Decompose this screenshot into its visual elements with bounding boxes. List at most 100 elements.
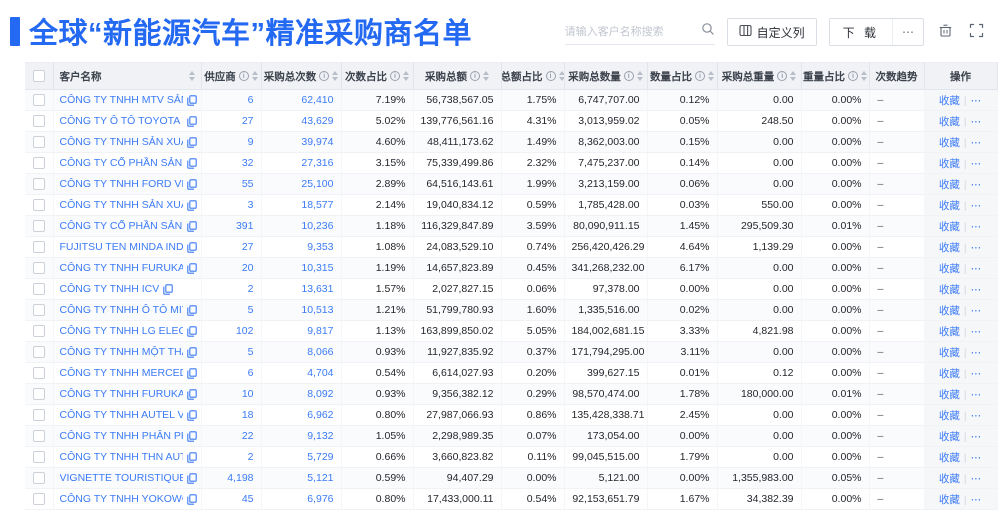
supplier-cell[interactable]: 9 [201, 131, 262, 153]
row-more-button[interactable]: ⋯ [970, 472, 983, 485]
copy-icon[interactable] [186, 388, 197, 400]
row-more-button[interactable]: ⋯ [970, 283, 983, 296]
total_count-cell[interactable]: 4,704 [261, 362, 342, 384]
supplier-cell[interactable]: 20 [201, 257, 262, 279]
customer-name-link[interactable]: CÔNG TY TNHH MTV SẢN XUẤ... [59, 94, 183, 106]
row-checkbox[interactable] [32, 241, 45, 254]
column-header-count_pct[interactable]: 次数占比 i [341, 62, 414, 90]
row-more-button[interactable]: ⋯ [970, 430, 983, 443]
total_count-cell[interactable]: 6,976 [261, 488, 342, 510]
copy-icon[interactable] [186, 115, 197, 127]
customer-name-link[interactable]: CÔNG TY CỔ PHẦN SẢN XUẤT... [59, 157, 183, 169]
total_count-cell[interactable]: 8,066 [261, 341, 342, 363]
download-button[interactable]: 下 载 [829, 19, 892, 45]
total_count-cell[interactable]: 10,236 [261, 215, 342, 237]
copy-icon[interactable] [186, 178, 197, 190]
info-icon[interactable]: i [545, 71, 556, 81]
info-icon[interactable]: i [623, 71, 634, 81]
column-header-total_qty[interactable]: 采购总数量 i [564, 62, 648, 90]
customer-name-link[interactable]: CÔNG TY TNHH FURUKAWA A... [59, 388, 183, 400]
total_count-cell[interactable]: 27,316 [261, 152, 342, 174]
favorite-link[interactable]: 收藏 [938, 136, 960, 149]
row-checkbox[interactable] [32, 283, 45, 296]
total_count-cell[interactable]: 10,315 [261, 257, 342, 279]
row-more-button[interactable]: ⋯ [970, 94, 983, 107]
row-checkbox[interactable] [32, 262, 45, 275]
copy-icon[interactable] [186, 304, 197, 316]
supplier-cell[interactable]: 10 [201, 383, 262, 405]
row-checkbox[interactable] [32, 451, 45, 464]
row-checkbox[interactable] [32, 409, 45, 422]
copy-icon[interactable] [186, 430, 197, 442]
total_count-cell[interactable]: 9,132 [261, 425, 342, 447]
favorite-link[interactable]: 收藏 [938, 472, 960, 485]
column-header-total_amount[interactable]: 采购总额 i [413, 62, 502, 90]
customer-name-link[interactable]: CÔNG TY Ô TÔ TOYOTA VIỆT ... [59, 115, 183, 127]
copy-icon[interactable] [186, 241, 197, 253]
row-checkbox[interactable] [32, 472, 45, 485]
total_count-cell[interactable]: 18,577 [261, 194, 342, 216]
copy-icon[interactable] [186, 325, 197, 337]
favorite-link[interactable]: 收藏 [938, 94, 960, 107]
supplier-cell[interactable]: 3 [201, 194, 262, 216]
row-checkbox[interactable] [32, 157, 45, 170]
favorite-link[interactable]: 收藏 [938, 220, 960, 233]
row-checkbox[interactable] [32, 493, 45, 506]
favorite-link[interactable]: 收藏 [938, 409, 960, 422]
column-header-total_count[interactable]: 采购总次数 i [261, 62, 342, 90]
info-icon[interactable]: i [390, 71, 400, 81]
favorite-link[interactable]: 收藏 [938, 304, 960, 317]
info-icon[interactable]: i [848, 71, 858, 81]
favorite-link[interactable]: 收藏 [938, 241, 960, 254]
copy-icon[interactable] [186, 262, 197, 274]
row-more-button[interactable]: ⋯ [970, 115, 983, 128]
row-checkbox[interactable] [32, 388, 45, 401]
sort-icon[interactable] [790, 71, 797, 81]
copy-icon[interactable] [186, 220, 197, 232]
row-checkbox[interactable] [32, 346, 45, 359]
supplier-cell[interactable]: 4,198 [201, 467, 262, 489]
column-header-amount_pct[interactable]: 总额占比 i [501, 62, 565, 90]
supplier-cell[interactable]: 27 [201, 110, 262, 132]
customer-name-link[interactable]: CÔNG TY TNHH YOKOWO VIỆT... [59, 493, 183, 505]
sort-icon[interactable] [403, 71, 409, 81]
favorite-link[interactable]: 收藏 [938, 199, 960, 212]
supplier-cell[interactable]: 391 [201, 215, 262, 237]
row-more-button[interactable]: ⋯ [970, 451, 983, 464]
info-icon[interactable]: i [695, 71, 705, 81]
row-more-button[interactable]: ⋯ [970, 367, 983, 380]
row-more-button[interactable]: ⋯ [970, 346, 983, 359]
customer-name-link[interactable]: CÔNG TY TNHH MỘT THÀNH V... [59, 346, 183, 358]
favorite-link[interactable]: 收藏 [938, 262, 960, 275]
info-icon[interactable]: i [777, 71, 788, 81]
total_count-cell[interactable]: 9,353 [261, 236, 342, 258]
column-header-name[interactable]: 客户名称 [53, 62, 202, 90]
row-more-button[interactable]: ⋯ [970, 199, 983, 212]
row-more-button[interactable]: ⋯ [970, 136, 983, 149]
row-more-button[interactable]: ⋯ [970, 409, 983, 422]
total_count-cell[interactable]: 25,100 [261, 173, 342, 195]
column-header-weight_pct[interactable]: 重量占比 i [801, 62, 870, 90]
info-icon[interactable]: i [470, 71, 480, 81]
favorite-link[interactable]: 收藏 [938, 178, 960, 191]
copy-icon[interactable] [186, 346, 197, 358]
total_count-cell[interactable]: 9,817 [261, 320, 342, 342]
favorite-link[interactable]: 收藏 [938, 325, 960, 338]
customer-name-link[interactable]: CÔNG TY TNHH FURUKAWA A... [59, 262, 183, 274]
customer-name-link[interactable]: CÔNG TY TNHH LG ELECTRON... [59, 325, 183, 337]
supplier-cell[interactable]: 45 [201, 488, 262, 510]
row-more-button[interactable]: ⋯ [970, 220, 983, 233]
row-more-button[interactable]: ⋯ [970, 304, 983, 317]
row-more-button[interactable]: ⋯ [970, 178, 983, 191]
column-header-qty_pct[interactable]: 数量占比 i [647, 62, 718, 90]
customer-name-link[interactable]: CÔNG TY TNHH THN AUTOPAR... [59, 451, 183, 463]
row-checkbox[interactable] [32, 115, 45, 128]
row-more-button[interactable]: ⋯ [970, 493, 983, 506]
supplier-cell[interactable]: 102 [201, 320, 262, 342]
favorite-link[interactable]: 收藏 [938, 451, 960, 464]
sort-icon[interactable] [861, 71, 867, 81]
total_count-cell[interactable]: 43,629 [261, 110, 342, 132]
favorite-link[interactable]: 收藏 [938, 367, 960, 380]
favorite-link[interactable]: 收藏 [938, 115, 960, 128]
search-icon[interactable] [701, 22, 715, 41]
